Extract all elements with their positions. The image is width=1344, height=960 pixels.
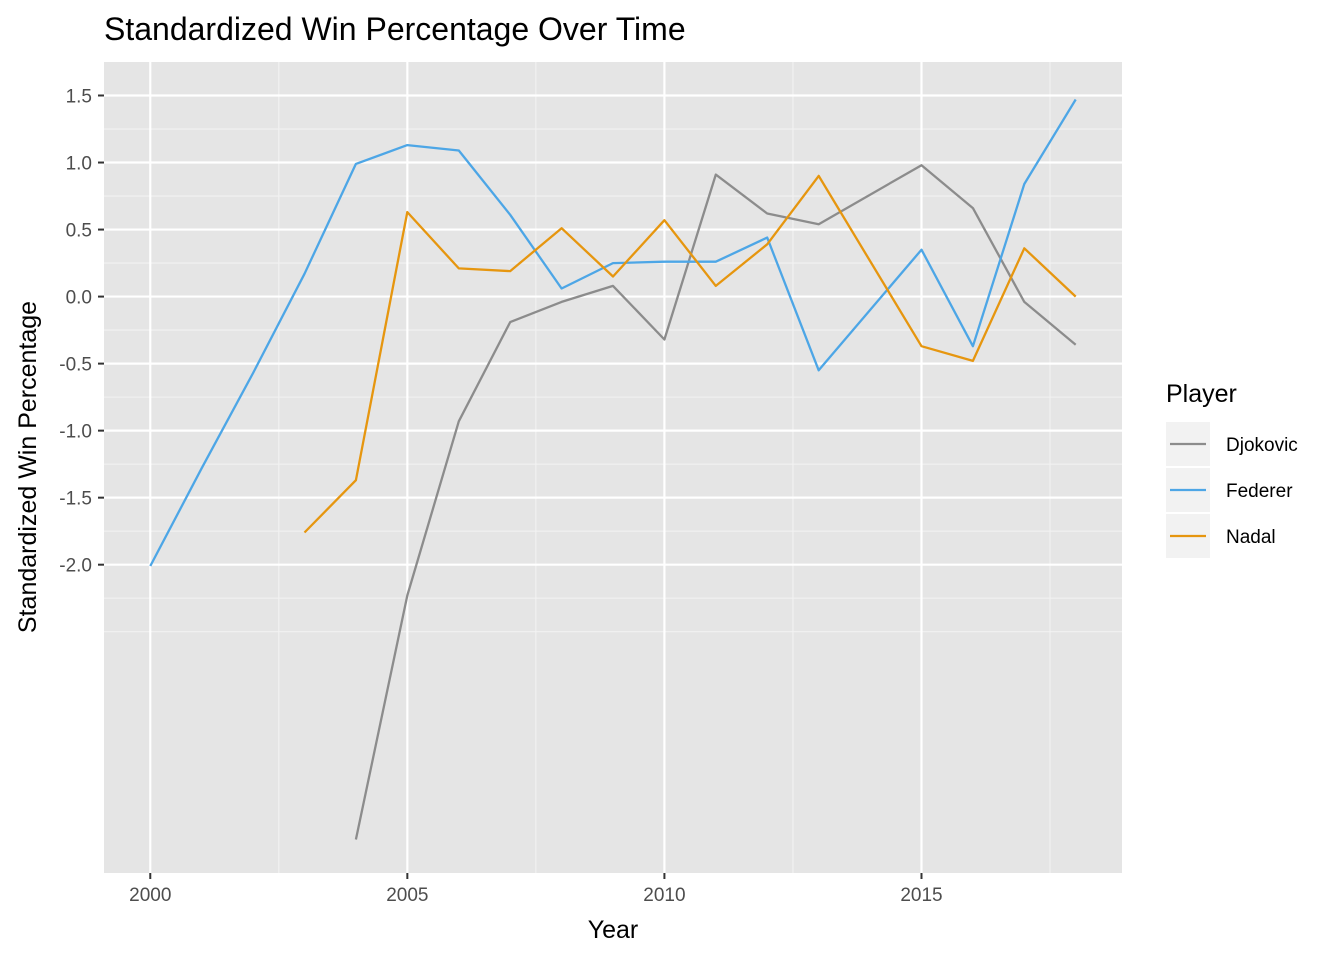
y-axis-ticks: 1.5 1.0 0.5 0.0 -0.5 -1.0 -1.5 -2.0 bbox=[59, 87, 104, 577]
y-tick-label: 1.0 bbox=[66, 154, 92, 175]
y-tick-label: -0.5 bbox=[59, 355, 92, 376]
series-line-djokovic bbox=[354, 164, 1077, 840]
series-line-federer bbox=[149, 98, 1077, 567]
chart-title: Standardized Win Percentage Over Time bbox=[104, 11, 686, 47]
series-lines bbox=[149, 98, 1077, 840]
x-axis-title: Year bbox=[588, 916, 639, 944]
y-axis-title: Standardized Win Percentage bbox=[14, 301, 42, 633]
y-tick-label: 0.5 bbox=[66, 221, 92, 242]
legend-title: Player bbox=[1166, 380, 1237, 408]
minor-gridlines bbox=[104, 62, 1122, 873]
legend: Player Djokovic Federer Nadal bbox=[1166, 380, 1298, 558]
x-tick-label: 2005 bbox=[386, 885, 428, 906]
major-gridlines bbox=[104, 62, 1122, 873]
legend-label-nadal: Nadal bbox=[1226, 527, 1276, 548]
x-tick-label: 2015 bbox=[900, 885, 942, 906]
y-tick-label: 1.5 bbox=[66, 87, 92, 108]
plot-panel bbox=[104, 62, 1122, 873]
y-tick-label: -1.0 bbox=[59, 422, 92, 443]
x-tick-label: 2000 bbox=[129, 885, 171, 906]
y-tick-label: -1.5 bbox=[59, 489, 92, 510]
y-tick-label: -2.0 bbox=[59, 556, 92, 577]
y-tick-label: 0.0 bbox=[66, 288, 92, 309]
x-axis-ticks: 2000 2005 2010 2015 bbox=[129, 873, 943, 906]
series-line-nadal bbox=[303, 174, 1077, 534]
x-tick-label: 2010 bbox=[643, 885, 685, 906]
legend-label-djokovic: Djokovic bbox=[1226, 435, 1298, 456]
legend-label-federer: Federer bbox=[1226, 481, 1293, 502]
